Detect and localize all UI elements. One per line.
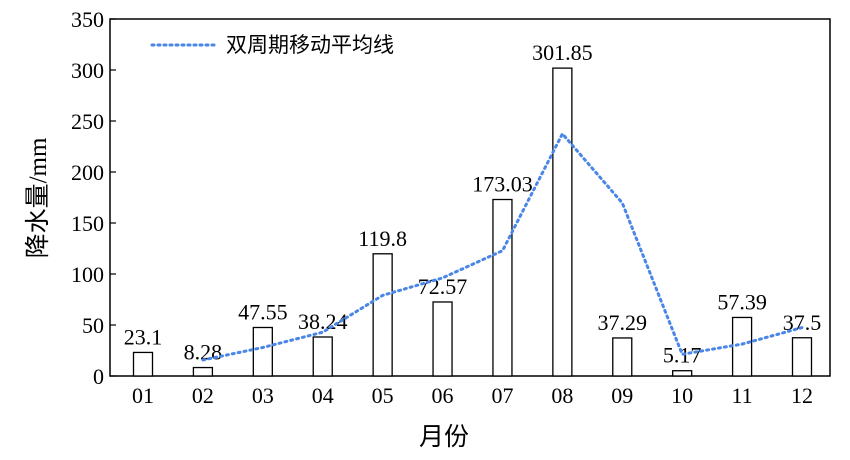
y-tick-label: 100 <box>71 262 104 287</box>
bar-data-label: 119.8 <box>358 226 407 251</box>
legend: 双周期移动平均线 <box>150 33 394 57</box>
bar-data-label: 23.1 <box>124 324 163 349</box>
bar <box>132 351 154 377</box>
bar-data-label: 57.39 <box>717 289 767 314</box>
x-tick-label: 08 <box>551 383 573 408</box>
bar <box>552 67 573 377</box>
x-tick-label: 11 <box>731 383 752 408</box>
bar-data-label: 37.29 <box>598 310 648 335</box>
y-tick-label: 150 <box>71 211 104 236</box>
y-tick-label: 200 <box>71 160 104 185</box>
moving-average-layer <box>201 132 804 362</box>
y-tick-label: 300 <box>71 58 104 83</box>
x-tick-label: 02 <box>192 383 214 408</box>
bar <box>312 336 333 377</box>
plot-frame <box>109 18 831 377</box>
y-tick-label: 50 <box>82 313 104 338</box>
x-tick-label: 12 <box>791 383 813 408</box>
x-tick-label: 04 <box>312 383 334 408</box>
bar <box>492 198 513 377</box>
y-tick-label: 350 <box>71 7 104 32</box>
bar <box>791 337 813 377</box>
legend-label: 双周期移动平均线 <box>226 33 394 57</box>
y-axis-title: 降水量/mm <box>24 137 52 258</box>
y-tick-label: 0 <box>93 364 104 389</box>
x-tick-label: 03 <box>252 383 274 408</box>
x-tick-label: 01 <box>132 383 154 408</box>
axes: 0 50 100 150 200 250 300 350 01 02 03 04 05 06 07 08 09 1… <box>71 7 831 408</box>
moving-average-line <box>201 132 804 362</box>
bar <box>731 316 753 377</box>
bar <box>612 337 633 377</box>
x-tick-label: 06 <box>432 383 454 408</box>
bar-data-label: 47.55 <box>238 299 288 324</box>
bar-data-label: 173.03 <box>472 172 533 197</box>
bar-data-label: 72.57 <box>418 274 468 299</box>
bar <box>372 253 393 377</box>
bar-data-label: 301.85 <box>532 40 593 65</box>
x-tick-label: 09 <box>611 383 633 408</box>
x-axis-title: 月份 <box>419 423 469 451</box>
bar <box>192 366 214 377</box>
bar <box>672 370 693 377</box>
bar <box>252 326 273 377</box>
x-tick-label: 07 <box>491 383 513 408</box>
bars <box>132 67 813 377</box>
bar <box>432 301 453 377</box>
x-tick-label: 05 <box>372 383 394 408</box>
y-tick-label: 250 <box>71 109 104 134</box>
x-tick-label: 10 <box>671 383 693 408</box>
